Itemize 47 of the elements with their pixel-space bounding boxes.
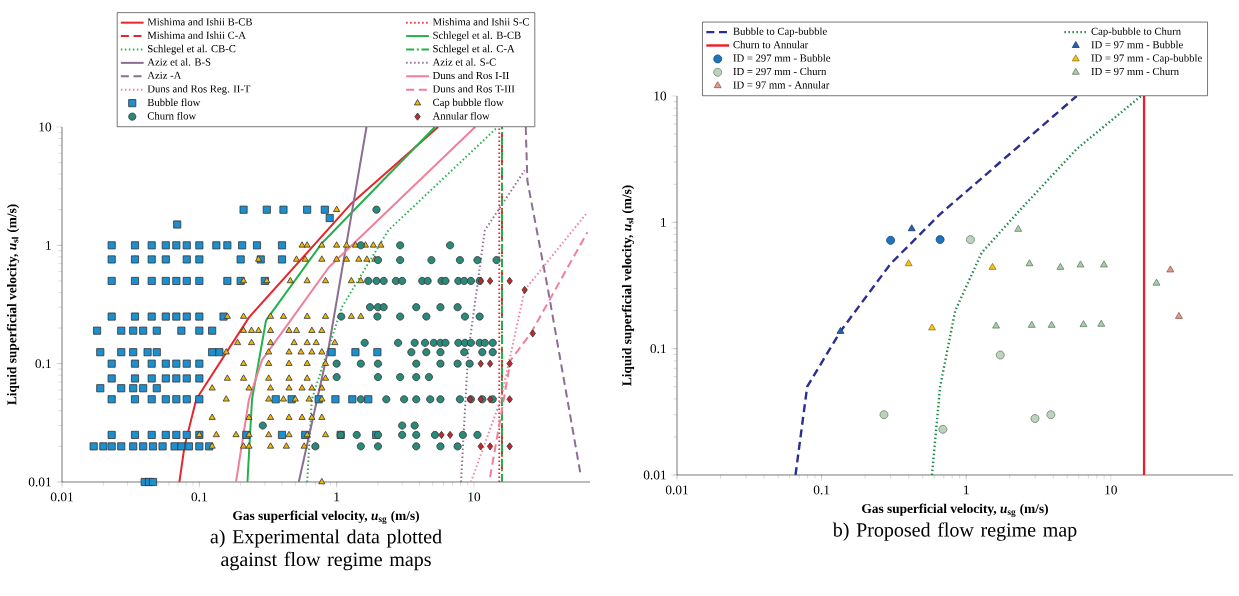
x-tick-label: 10 bbox=[468, 492, 481, 502]
legend-label: Duns and Ros I-II bbox=[432, 71, 509, 80]
legend-label: Churn to Annular bbox=[733, 40, 809, 49]
legend-label: ID = 97 mm - Churn bbox=[1091, 67, 1179, 76]
legend-label: Cap bubble flow bbox=[433, 98, 504, 109]
x-tick-label: 1 bbox=[964, 485, 969, 495]
y-axis-title: Liquid superficial velocity, u$_{sl}$ (m/s) bbox=[6, 204, 20, 405]
legend-label: ID = 297 mm - Bubble bbox=[733, 54, 831, 62]
legend-label: ID = 97 mm - Bubble bbox=[1091, 40, 1183, 49]
legend-label: Aziz et al. B-S bbox=[147, 58, 211, 66]
y-tick-label: 0.1 bbox=[35, 359, 51, 369]
legend-label: Bubble flow bbox=[147, 98, 201, 106]
legend-label: Aziz -A bbox=[147, 71, 182, 79]
y-axis-title: Liquid superficial velocity, u$_{sl}$ (m/s) bbox=[621, 185, 635, 386]
y-tick-label: 1 bbox=[46, 240, 51, 250]
x-tick-label: 0.1 bbox=[191, 492, 207, 502]
legend-label: Aziz et al. S-C bbox=[432, 58, 496, 66]
y-tick-label: 10 bbox=[654, 91, 667, 101]
legend-label: ID = 97 mm - Cap-bubble bbox=[1091, 54, 1202, 64]
legend-label: ID = 97 mm - Annular bbox=[733, 80, 830, 89]
legend-label: Mishima and Ishii C-A bbox=[147, 31, 246, 39]
legend-label: Schlegel et al. C-A bbox=[433, 44, 515, 55]
x-axis-title: Gas superficial velocity, u$_{sg}$ (m/s) bbox=[862, 503, 1048, 518]
x-tick-label: 0.01 bbox=[665, 485, 688, 495]
legend-label: Bubble to Cap-bubble bbox=[733, 27, 827, 38]
legend-label: Schlegel et al. CB-C bbox=[148, 44, 236, 55]
x-tick-label: 1 bbox=[334, 492, 340, 502]
x-tick-label: 0.1 bbox=[813, 485, 830, 495]
legend-label: Mishima and Ishii B-CB bbox=[147, 17, 252, 26]
legend-label: Duns and Ros Reg. II-T bbox=[147, 84, 251, 95]
y-tick-label: 1 bbox=[661, 217, 666, 227]
legend-label: ID = 297 mm - Churn bbox=[733, 67, 827, 76]
y-tick-label: 0.01 bbox=[28, 477, 51, 487]
legend-label: Mishima and Ishii S-C bbox=[432, 17, 529, 26]
x-tick-label: 10 bbox=[1105, 485, 1117, 495]
legend-label: Schlegel et al. B-CB bbox=[433, 31, 521, 42]
text: a) Experimental data plotted against flow regime maps bbox=[210, 529, 442, 571]
legend-label: Annular flow bbox=[432, 111, 490, 120]
legend-label: Duns and Ros T-III bbox=[432, 84, 515, 93]
text: b) Proposed flow regime map bbox=[832, 522, 1077, 541]
y-tick-label: 10 bbox=[39, 122, 52, 132]
legend-label: Cap-bubble to Churn bbox=[1091, 27, 1181, 38]
y-tick-label: 0.1 bbox=[650, 344, 666, 354]
y-tick-label: 0.01 bbox=[643, 470, 666, 480]
x-axis-title: Gas superficial velocity, u$_{sg}$ (m/s) bbox=[233, 510, 419, 525]
legend-label: Churn flow bbox=[147, 111, 197, 120]
x-tick-label: 0.01 bbox=[50, 492, 73, 502]
